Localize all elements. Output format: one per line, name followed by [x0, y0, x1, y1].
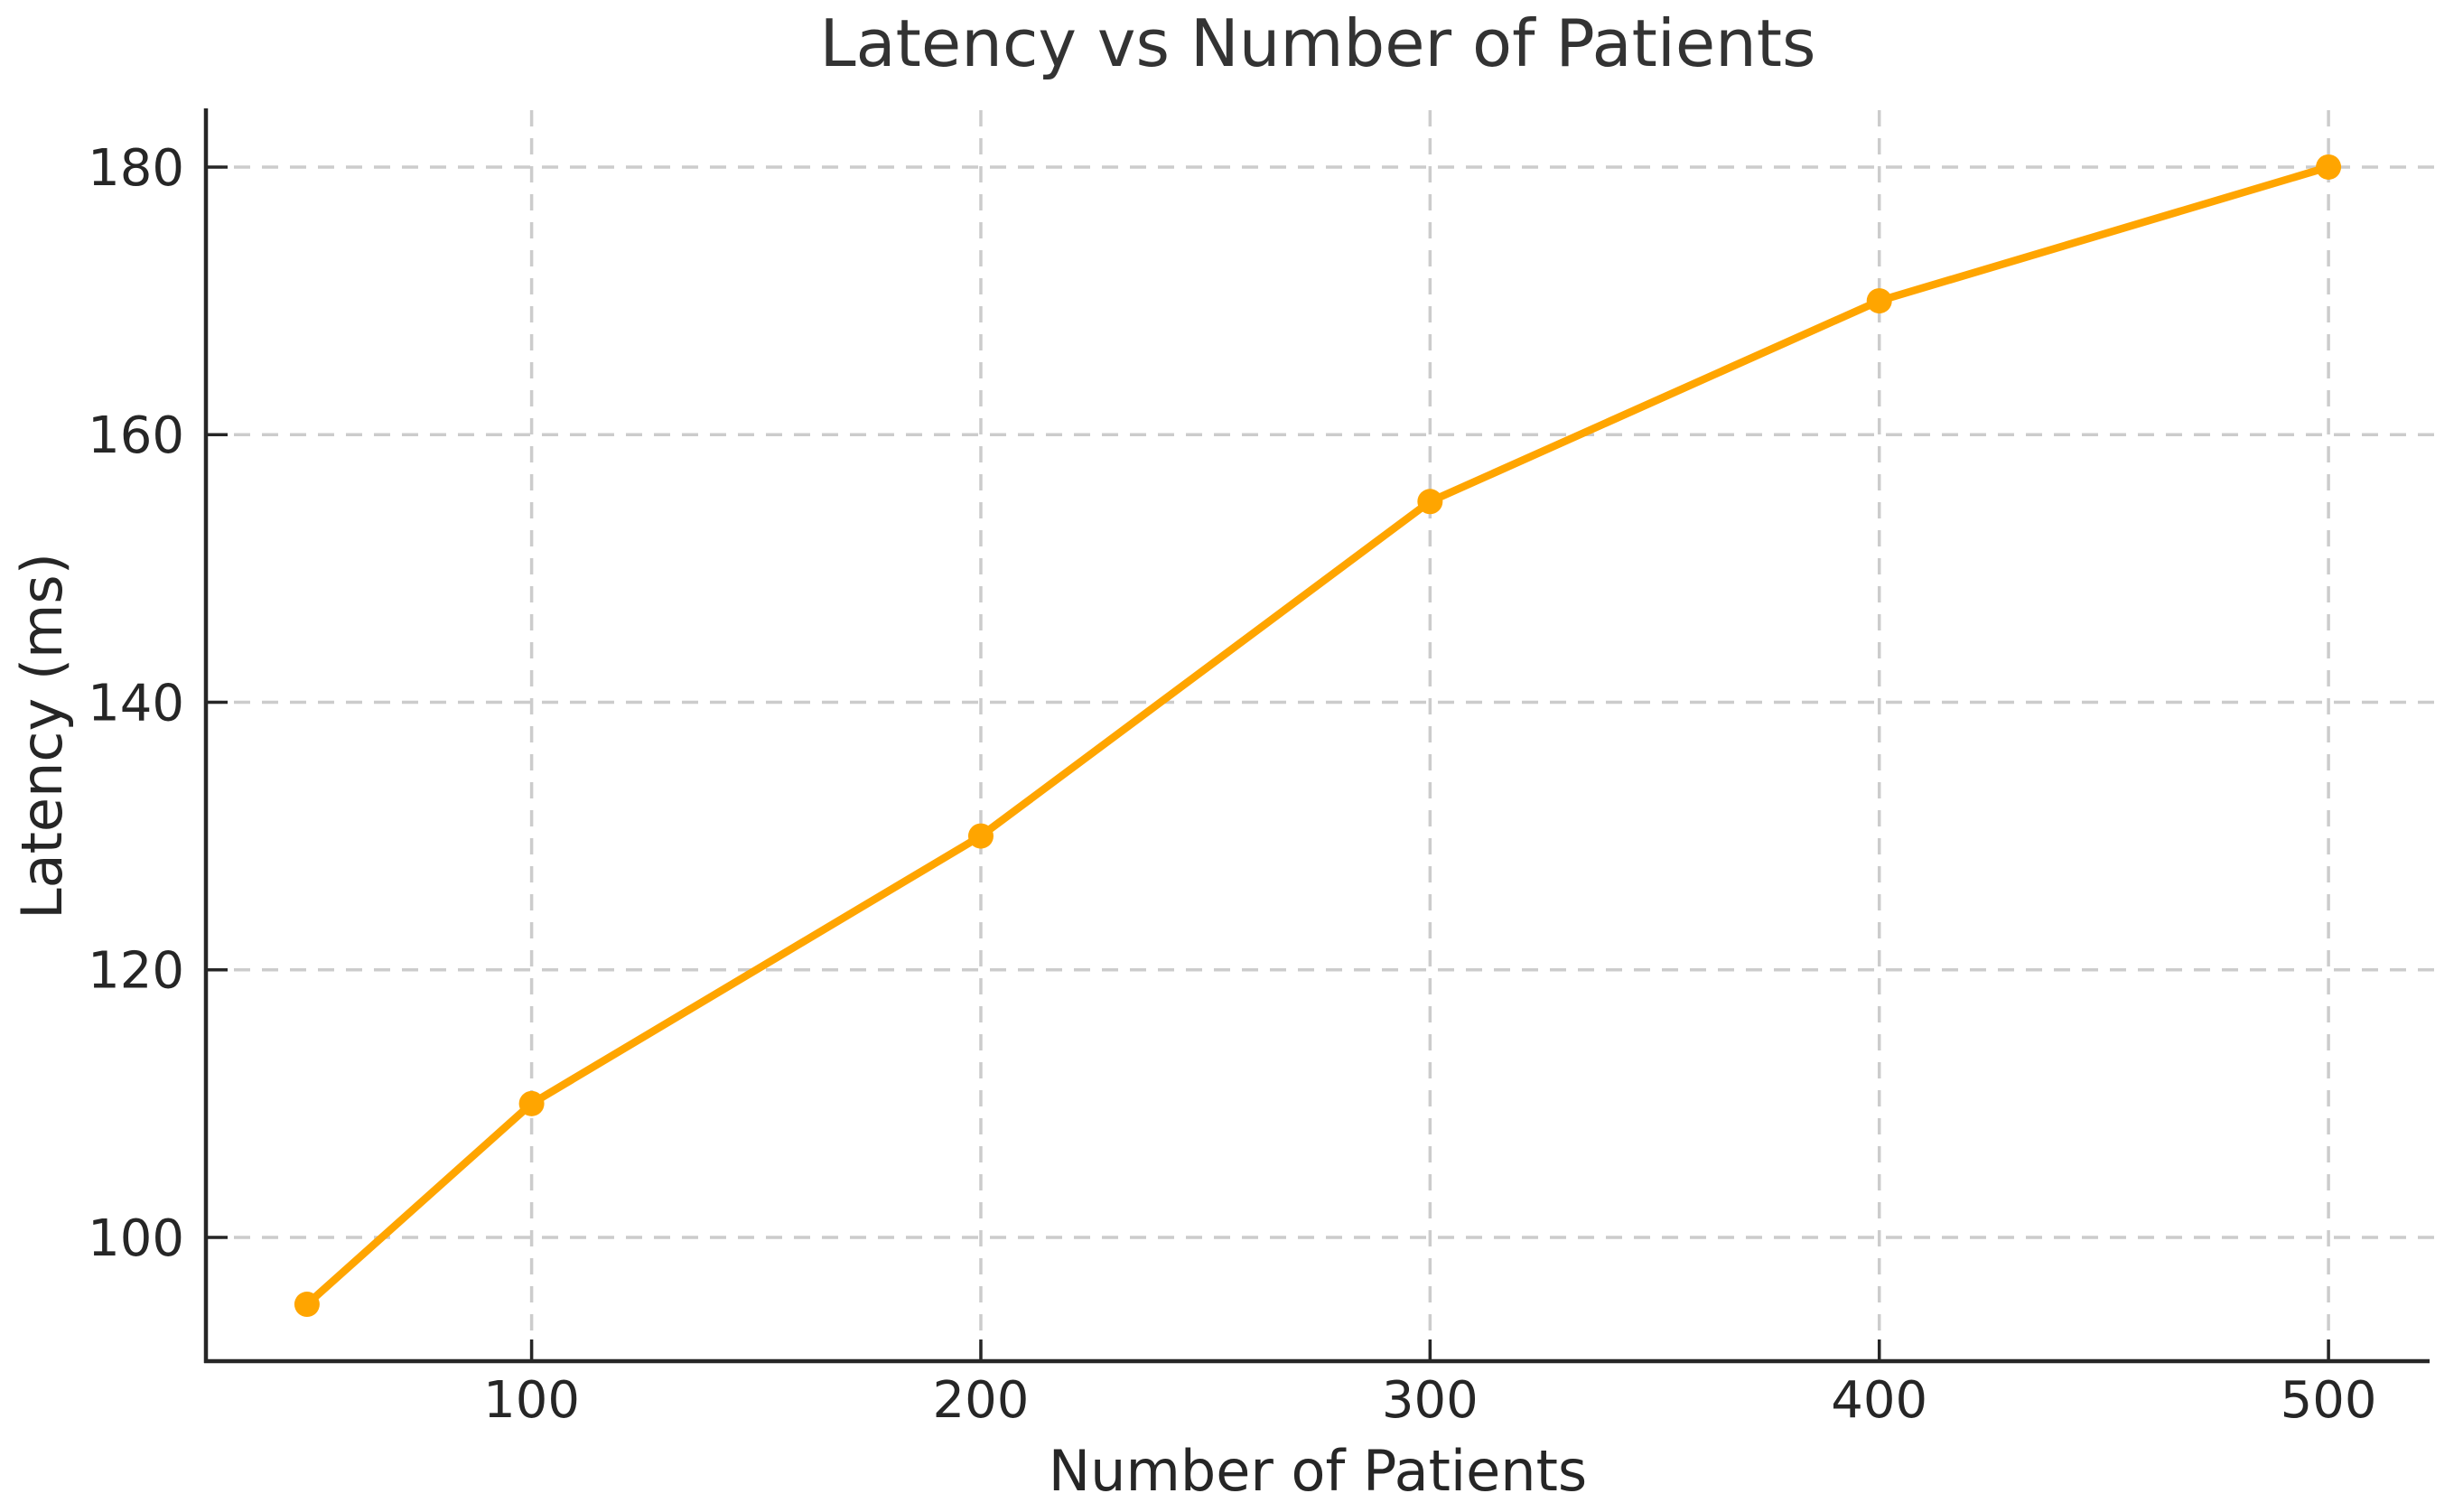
tick-layer: 100 200 300 400 500 100 120 140 160 180: [88, 139, 2376, 1430]
x-tick-label: 400: [1831, 1371, 1927, 1430]
x-tick-label: 500: [2281, 1371, 2377, 1430]
axes-spines: [203, 108, 2430, 1364]
grid-layer: [206, 110, 2440, 1361]
latency-series-line: [303, 163, 2333, 1309]
y-tick-label: 100: [88, 1209, 184, 1268]
x-tick-label: 200: [933, 1371, 1030, 1430]
data-point-marker: [518, 1090, 545, 1116]
data-point-marker: [1866, 288, 1892, 314]
data-point-marker: [1417, 489, 1443, 515]
y-tick-label: 180: [88, 139, 184, 198]
data-point-marker: [2316, 154, 2342, 180]
y-axis-label: Latency (ms): [9, 553, 75, 919]
y-tick-label: 120: [88, 942, 184, 1001]
y-tick-label: 140: [88, 674, 184, 733]
x-tick-label: 300: [1382, 1371, 1479, 1430]
x-tick-label: 100: [483, 1371, 580, 1430]
y-tick-label: 160: [88, 406, 184, 465]
chart-title: Latency vs Number of Patients: [819, 5, 1815, 81]
series-layer: [294, 154, 2342, 1318]
data-point-marker: [294, 1292, 320, 1318]
x-axis-label: Number of Patients: [1049, 1438, 1587, 1504]
data-point-marker: [967, 823, 994, 849]
